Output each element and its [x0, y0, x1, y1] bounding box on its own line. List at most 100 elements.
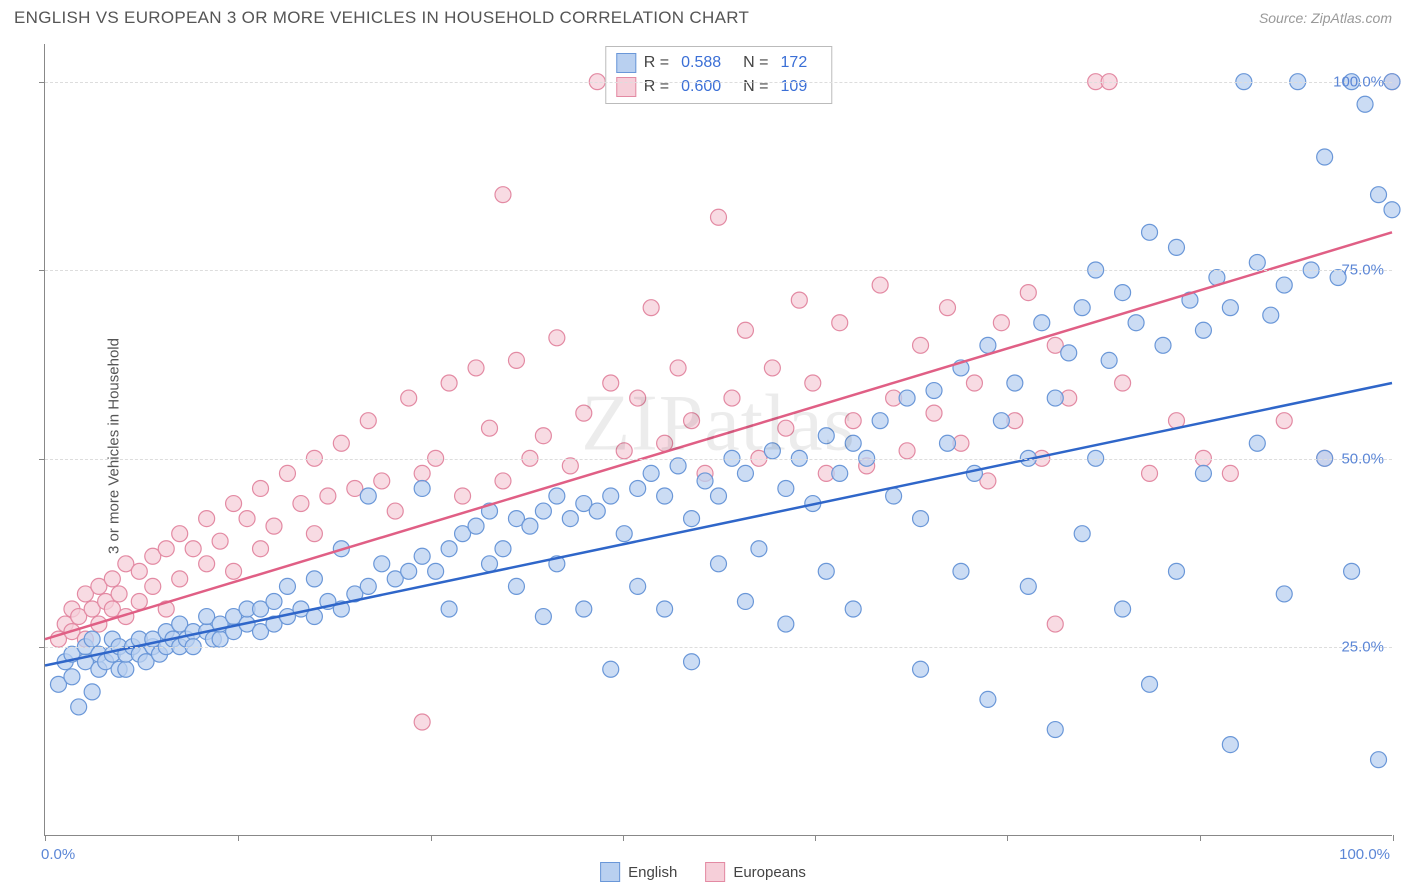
data-point-english	[993, 413, 1009, 429]
data-point-europeans	[293, 496, 309, 512]
data-point-english	[643, 465, 659, 481]
data-point-europeans	[185, 541, 201, 557]
series-legend: EnglishEuropeans	[600, 862, 806, 882]
x-tick	[1200, 835, 1201, 841]
n-label: N =	[743, 51, 768, 75]
data-point-english	[845, 435, 861, 451]
data-point-english	[1249, 435, 1265, 451]
data-point-europeans	[495, 473, 511, 489]
data-point-english	[482, 556, 498, 572]
data-point-english	[1384, 202, 1400, 218]
data-point-english	[266, 593, 282, 609]
data-point-english	[1317, 149, 1333, 165]
stat-legend-row: R =0.588N =172	[616, 51, 821, 75]
data-point-english	[508, 578, 524, 594]
data-point-europeans	[603, 375, 619, 391]
data-point-europeans	[576, 405, 592, 421]
data-point-english	[71, 699, 87, 715]
data-point-english	[980, 691, 996, 707]
data-point-english	[953, 563, 969, 579]
data-point-europeans	[1222, 465, 1238, 481]
data-point-europeans	[913, 337, 929, 353]
data-point-europeans	[630, 390, 646, 406]
n-value: 109	[781, 75, 808, 99]
legend-swatch	[616, 53, 636, 73]
data-point-europeans	[535, 428, 551, 444]
data-point-english	[1115, 601, 1131, 617]
chart-title: ENGLISH VS EUROPEAN 3 OR MORE VEHICLES I…	[14, 8, 749, 28]
data-point-english	[1276, 277, 1292, 293]
data-point-europeans	[684, 413, 700, 429]
data-point-english	[1155, 337, 1171, 353]
x-tick	[623, 835, 624, 841]
data-point-europeans	[832, 315, 848, 331]
legend-swatch	[600, 862, 620, 882]
gridline	[45, 270, 1392, 271]
data-point-english	[872, 413, 888, 429]
trend-line-europeans	[45, 232, 1392, 639]
data-point-english	[899, 390, 915, 406]
data-point-europeans	[360, 413, 376, 429]
source-attribution: Source: ZipAtlas.com	[1259, 10, 1392, 26]
data-point-english	[1371, 752, 1387, 768]
data-point-english	[428, 563, 444, 579]
data-point-english	[1074, 300, 1090, 316]
x-tick	[238, 835, 239, 841]
data-point-english	[589, 503, 605, 519]
data-point-europeans	[737, 322, 753, 338]
data-point-english	[279, 578, 295, 594]
data-point-english	[1263, 307, 1279, 323]
data-point-english	[913, 511, 929, 527]
data-point-english	[1276, 586, 1292, 602]
data-point-europeans	[414, 465, 430, 481]
data-point-english	[84, 684, 100, 700]
data-point-europeans	[104, 571, 120, 587]
data-point-english	[562, 511, 578, 527]
gridline	[45, 647, 1392, 648]
y-tick-label: 100.0%	[1333, 73, 1384, 90]
y-tick-label: 25.0%	[1341, 639, 1384, 656]
data-point-english	[684, 511, 700, 527]
data-point-europeans	[670, 360, 686, 376]
data-point-europeans	[239, 511, 255, 527]
data-point-english	[697, 473, 713, 489]
data-point-english	[603, 661, 619, 677]
data-point-europeans	[172, 571, 188, 587]
y-tick	[39, 459, 45, 460]
data-point-europeans	[643, 300, 659, 316]
legend-label: Europeans	[733, 864, 806, 881]
data-point-english	[630, 578, 646, 594]
data-point-english	[84, 631, 100, 647]
data-point-europeans	[805, 375, 821, 391]
data-point-europeans	[508, 352, 524, 368]
stat-legend-row: R =0.600N =109	[616, 75, 821, 99]
correlation-stats-legend: R =0.588N =172R = 0.600 N = 109	[605, 46, 832, 104]
data-point-english	[603, 488, 619, 504]
data-point-europeans	[226, 563, 242, 579]
data-point-english	[670, 458, 686, 474]
data-point-europeans	[320, 488, 336, 504]
data-point-english	[966, 465, 982, 481]
data-point-english	[926, 383, 942, 399]
data-point-english	[64, 669, 80, 685]
data-point-europeans	[1142, 465, 1158, 481]
data-point-europeans	[845, 413, 861, 429]
data-point-europeans	[657, 435, 673, 451]
data-point-europeans	[872, 277, 888, 293]
data-point-europeans	[253, 541, 269, 557]
data-point-english	[441, 601, 457, 617]
r-value: 0.600	[681, 75, 721, 99]
x-tick-label-max: 100.0%	[1339, 846, 1390, 863]
data-point-english	[1371, 187, 1387, 203]
data-point-english	[1047, 722, 1063, 738]
y-tick	[39, 82, 45, 83]
data-point-europeans	[199, 511, 215, 527]
legend-item: Europeans	[705, 862, 806, 882]
data-point-english	[913, 661, 929, 677]
r-label: R =	[644, 75, 669, 99]
data-point-europeans	[306, 526, 322, 542]
data-point-english	[1344, 563, 1360, 579]
data-point-europeans	[1020, 285, 1036, 301]
data-point-europeans	[279, 465, 295, 481]
data-point-europeans	[616, 443, 632, 459]
